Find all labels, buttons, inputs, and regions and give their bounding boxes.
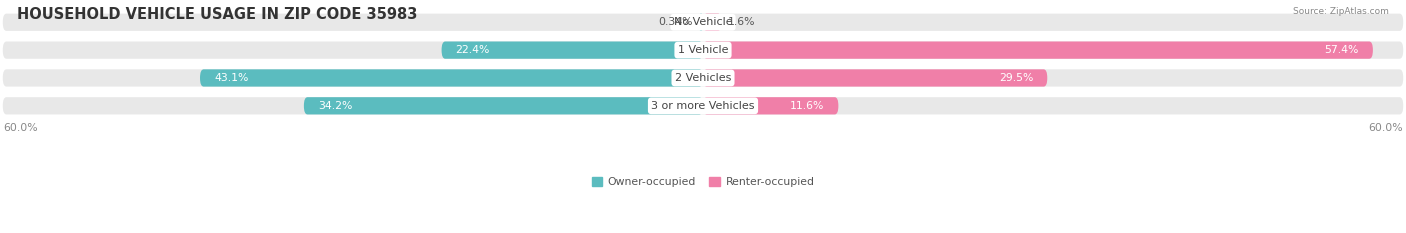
Text: 11.6%: 11.6%	[790, 101, 824, 111]
Text: 60.0%: 60.0%	[1368, 123, 1403, 133]
Text: 29.5%: 29.5%	[998, 73, 1033, 83]
Text: 43.1%: 43.1%	[214, 73, 249, 83]
FancyBboxPatch shape	[703, 69, 1047, 87]
Legend: Owner-occupied, Renter-occupied: Owner-occupied, Renter-occupied	[592, 177, 814, 187]
FancyBboxPatch shape	[699, 14, 703, 31]
Text: HOUSEHOLD VEHICLE USAGE IN ZIP CODE 35983: HOUSEHOLD VEHICLE USAGE IN ZIP CODE 3598…	[17, 7, 418, 22]
Text: No Vehicle: No Vehicle	[673, 17, 733, 27]
Text: 34.2%: 34.2%	[318, 101, 353, 111]
FancyBboxPatch shape	[3, 97, 1403, 114]
Text: 60.0%: 60.0%	[3, 123, 38, 133]
FancyBboxPatch shape	[441, 41, 703, 59]
FancyBboxPatch shape	[703, 97, 838, 114]
Text: 1.6%: 1.6%	[727, 17, 755, 27]
FancyBboxPatch shape	[200, 69, 703, 87]
FancyBboxPatch shape	[703, 14, 721, 31]
Text: 2 Vehicles: 2 Vehicles	[675, 73, 731, 83]
Text: 0.34%: 0.34%	[658, 17, 693, 27]
Text: 57.4%: 57.4%	[1324, 45, 1358, 55]
FancyBboxPatch shape	[304, 97, 703, 114]
Text: 3 or more Vehicles: 3 or more Vehicles	[651, 101, 755, 111]
Text: 1 Vehicle: 1 Vehicle	[678, 45, 728, 55]
FancyBboxPatch shape	[3, 69, 1403, 87]
FancyBboxPatch shape	[3, 41, 1403, 59]
Text: Source: ZipAtlas.com: Source: ZipAtlas.com	[1294, 7, 1389, 16]
Text: 22.4%: 22.4%	[456, 45, 489, 55]
FancyBboxPatch shape	[703, 41, 1372, 59]
FancyBboxPatch shape	[3, 14, 1403, 31]
